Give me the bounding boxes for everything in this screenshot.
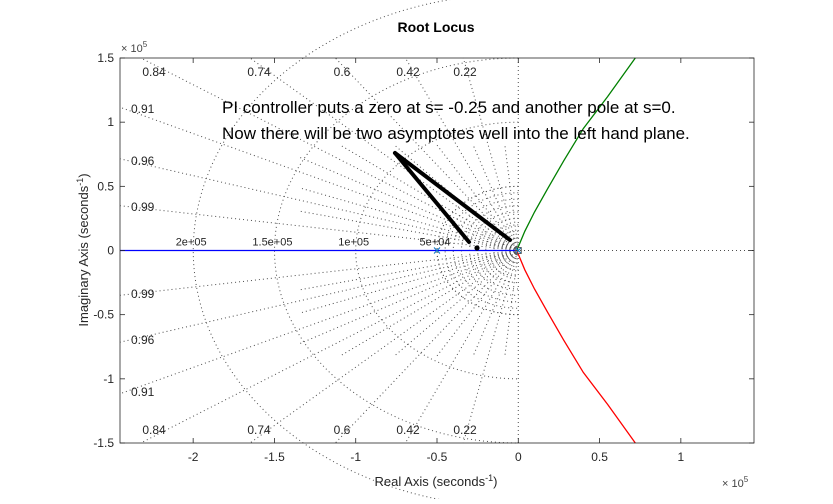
y-tick-label: 1	[107, 115, 114, 129]
svg-text:Imaginary Axis (seconds-1): Imaginary Axis (seconds-1)	[75, 173, 91, 326]
pole-x-stroke	[433, 247, 441, 254]
damping-label-top: 0.6	[334, 65, 351, 79]
grid-inner-ring	[444, 192, 519, 309]
y-axis-label-close: )	[76, 173, 91, 177]
frequency-label: 1.5e+05	[252, 237, 292, 249]
svg-text:× 105: × 105	[722, 475, 749, 490]
damping-ray-minor	[393, 250, 519, 357]
exponent-bottom-power: 5	[744, 475, 749, 484]
x-tick-label: 1	[678, 450, 685, 464]
frequency-label: 5e+04	[420, 237, 451, 249]
x-tick-label: -2	[188, 450, 199, 464]
y-tick-label: -1.5	[93, 436, 114, 450]
damping-ray	[119, 250, 519, 395]
locus-branch-3	[516, 250, 636, 444]
damping-label-left-bottom: 0.91	[131, 385, 155, 399]
x-axis-label-close: )	[493, 474, 497, 489]
y-tick-label: -0.5	[93, 308, 114, 322]
damping-ray	[335, 250, 519, 444]
damping-label-bottom: 0.22	[453, 423, 477, 437]
damping-label-top: 0.84	[142, 65, 166, 79]
damping-label-top: 0.74	[247, 65, 271, 79]
frequency-label: 2e+05	[176, 237, 207, 249]
annotation: PI controller puts a zero at s= -0.25 an…	[222, 98, 690, 251]
pole-marker	[514, 247, 522, 254]
x-tick-label: -0.5	[427, 450, 448, 464]
chart-title: Root Locus	[398, 19, 475, 35]
y-tick-label: 0	[107, 244, 114, 258]
damping-ray	[119, 205, 519, 251]
y-axis-label: Imaginary Axis (seconds-1)	[75, 173, 91, 326]
damping-ray	[335, 57, 519, 251]
damping-ray	[119, 158, 519, 251]
x-tick-label: -1	[350, 450, 361, 464]
x-tick-label: -1.5	[264, 450, 285, 464]
y-tick-label: 1.5	[97, 51, 114, 65]
asymptote-arrow-2	[393, 151, 512, 242]
y-axis-label-sup: -1	[75, 178, 85, 186]
y-axis-label-main: Imaginary Axis (seconds	[76, 185, 91, 326]
damping-label-bottom: 0.42	[396, 423, 420, 437]
exponent-bottom: × 105	[722, 475, 749, 490]
x-axis-label-sup: -1	[485, 473, 493, 483]
y-tick-label: 0.5	[97, 179, 114, 193]
pole-marker	[433, 247, 441, 254]
damping-label-left-top: 0.99	[131, 200, 155, 214]
exponent-top-power: 5	[143, 40, 148, 49]
damping-label-bottom: 0.74	[247, 423, 271, 437]
x-axis-label: Real Axis (seconds-1)	[375, 473, 498, 489]
damping-ray-minor	[393, 144, 519, 251]
damping-label-bottom: 0.6	[334, 423, 351, 437]
added-zero-dot	[474, 245, 480, 251]
damping-ray	[119, 250, 519, 343]
tick-layer: -2 -1.5 -1 -0.5 0 0.5 1 1.5 1 0.5 0 -0.5 -1 -1.5	[93, 51, 754, 464]
damping-ray	[462, 250, 519, 444]
damping-ray-minor	[504, 144, 519, 251]
exponent-top: × 105	[121, 40, 148, 55]
x-axis-label-main: Real Axis (seconds	[375, 474, 486, 489]
x-tick-label: 0	[515, 450, 522, 464]
damping-label-left-bottom: 0.99	[131, 287, 155, 301]
damping-label-left-top: 0.91	[131, 102, 155, 116]
grid-inner-ring	[477, 217, 519, 284]
zero-marker	[514, 247, 522, 254]
svg-text:× 105: × 105	[121, 40, 148, 55]
annotation-line-1: PI controller puts a zero at s= -0.25 an…	[222, 98, 676, 117]
damping-label-left-top: 0.96	[131, 154, 155, 168]
exponent-bottom-base: × 10	[722, 478, 744, 490]
damping-ray-minor	[504, 250, 519, 357]
y-tick-label: -1	[103, 372, 114, 386]
damping-label-top: 0.42	[396, 65, 420, 79]
plot-area: 5e+04 1e+05 1.5e+05 2e+05 0.22 0.22 0.42 0.42 0.…	[93, 0, 755, 504]
frequency-label: 1e+05	[338, 237, 369, 249]
svg-text:Real Axis (seconds-1): Real Axis (seconds-1)	[375, 473, 498, 489]
x-tick-label: 0.5	[591, 450, 608, 464]
damping-label-top: 0.22	[453, 65, 477, 79]
grid-label-layer: 5e+04 1e+05 1.5e+05 2e+05 0.22 0.22 0.42 0.42 0.…	[131, 65, 477, 437]
asymptote-arrow-1	[393, 151, 471, 244]
damping-label-bottom: 0.84	[142, 423, 166, 437]
damping-label-left-bottom: 0.96	[131, 333, 155, 347]
exponent-top-base: × 10	[121, 43, 143, 55]
damping-ray	[462, 57, 519, 251]
pole-x-stroke	[514, 247, 522, 254]
locus-branch-2	[516, 57, 636, 251]
damping-ray	[119, 106, 519, 251]
damping-ray	[119, 250, 519, 296]
annotation-line-2: Now there will be two asymptotes well in…	[222, 124, 690, 143]
marker-layer	[433, 247, 522, 254]
grid-layer	[119, 0, 754, 504]
